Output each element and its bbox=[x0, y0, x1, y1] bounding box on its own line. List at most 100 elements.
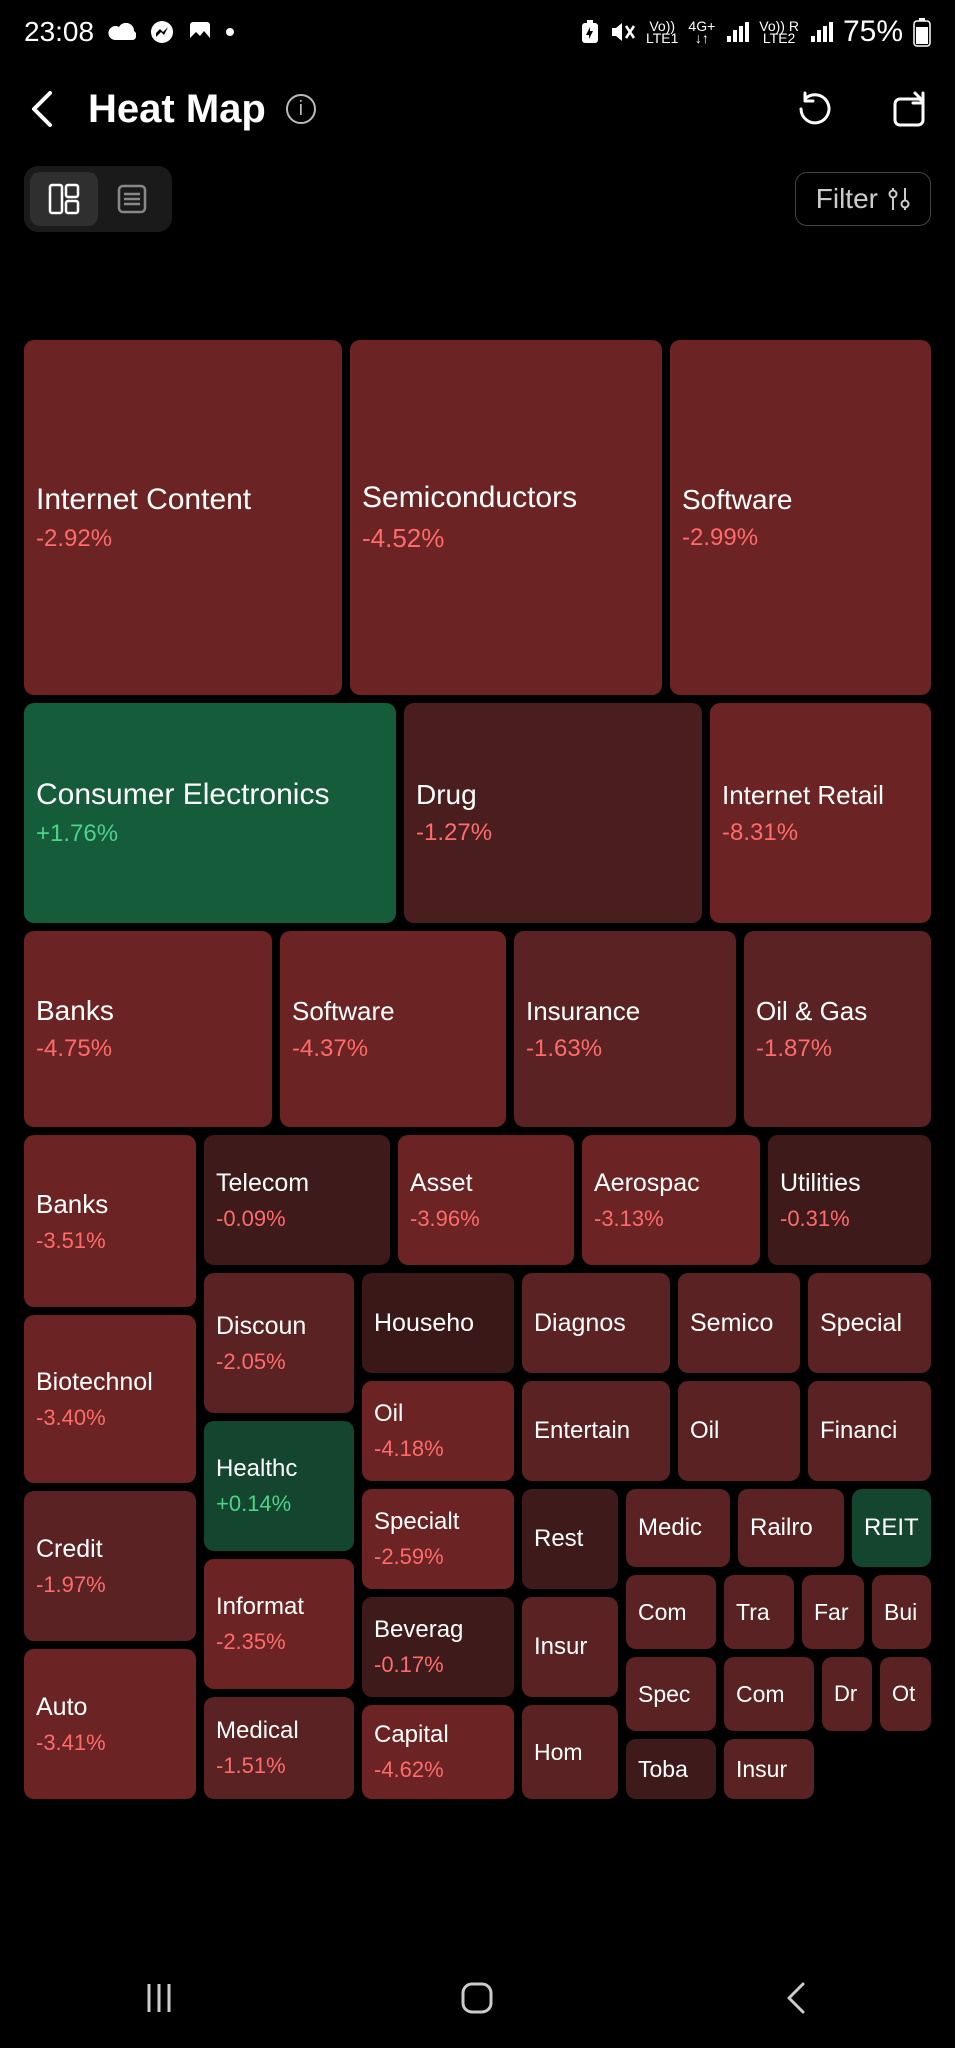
home-button[interactable] bbox=[447, 1968, 507, 2028]
status-bar: 23:08 Vo))LTE1 4G+↓↑ Vo)) RLTE2 75% bbox=[0, 0, 955, 64]
heatmap-tile[interactable]: Insur bbox=[522, 1597, 618, 1697]
heatmap-tile[interactable]: Capital-4.62% bbox=[362, 1705, 514, 1799]
tile-label: Oil bbox=[690, 1417, 788, 1445]
tile-label: Asset bbox=[410, 1169, 562, 1198]
tile-delta: -1.87% bbox=[756, 1035, 919, 1063]
heatmap-tile[interactable]: Utilities-0.31% bbox=[768, 1135, 931, 1265]
heatmap-tile[interactable]: Discoun -2.05% bbox=[204, 1273, 354, 1413]
nav-back-button[interactable] bbox=[766, 1968, 826, 2028]
heatmap-tile[interactable]: Financi bbox=[808, 1381, 931, 1481]
heatmap-tile[interactable]: Internet Retail-8.31% bbox=[710, 703, 931, 923]
tile-label: Financi bbox=[820, 1417, 919, 1445]
page-title: Heat Map bbox=[88, 87, 266, 132]
list-view-button[interactable] bbox=[98, 172, 166, 226]
tile-delta: -4.62% bbox=[374, 1757, 502, 1783]
mute-icon bbox=[610, 20, 636, 44]
tile-label: Software bbox=[682, 484, 919, 516]
tile-delta: -2.05% bbox=[216, 1349, 342, 1375]
tile-delta: -3.13% bbox=[594, 1206, 748, 1232]
tile-label: Biotechnol bbox=[36, 1368, 184, 1397]
heatmap-tile[interactable]: Toba bbox=[626, 1739, 716, 1799]
heatmap-tile[interactable]: Oil & Gas-1.87% bbox=[744, 931, 931, 1127]
heatmap-tile[interactable]: Semico bbox=[678, 1273, 800, 1373]
cloud-icon bbox=[108, 22, 136, 42]
heatmap-tile[interactable]: Railro bbox=[738, 1489, 844, 1567]
tile-label: Spec bbox=[638, 1681, 704, 1708]
toolbar: Filter bbox=[0, 154, 955, 244]
header: Heat Map i bbox=[0, 64, 955, 154]
tile-label: Oil bbox=[374, 1400, 502, 1428]
heatmap-tile[interactable]: Oil-4.18% bbox=[362, 1381, 514, 1481]
heatmap-tile[interactable]: Com bbox=[724, 1657, 814, 1731]
heatmap-tile[interactable]: Entertain bbox=[522, 1381, 670, 1481]
share-button[interactable] bbox=[887, 87, 931, 131]
tile-label: Toba bbox=[638, 1756, 704, 1783]
heatmap-tile[interactable]: Auto-3.41% bbox=[24, 1649, 196, 1799]
tile-label: Bui bbox=[884, 1599, 919, 1626]
heatmap-tile[interactable]: Diagnos bbox=[522, 1273, 670, 1373]
heatmap-tile[interactable]: Tra bbox=[724, 1575, 794, 1649]
heatmap-tile[interactable]: Internet Content-2.92% bbox=[24, 340, 342, 695]
heatmap-tile[interactable]: Software-4.37% bbox=[280, 931, 506, 1127]
tile-label: Special bbox=[820, 1309, 919, 1338]
tile-label: Internet Retail bbox=[722, 780, 919, 811]
heatmap-tile[interactable]: Specialt-2.59% bbox=[362, 1489, 514, 1589]
heatmap-tile[interactable]: Medical-1.51% bbox=[204, 1697, 354, 1799]
heatmap-tile[interactable]: Beverag-0.17% bbox=[362, 1597, 514, 1697]
heatmap-tile[interactable]: Medic bbox=[626, 1489, 730, 1567]
tile-label: Semico bbox=[690, 1309, 788, 1338]
heatmap-tile[interactable]: Banks-3.51% bbox=[24, 1135, 196, 1307]
image-icon bbox=[188, 20, 212, 44]
heatmap-tile[interactable]: Rest bbox=[522, 1489, 618, 1589]
heatmap-tile[interactable]: Hom bbox=[522, 1705, 618, 1799]
tile-label: Com bbox=[638, 1599, 704, 1626]
heatmap-tile[interactable]: Informat-2.35% bbox=[204, 1559, 354, 1689]
tile-delta: -3.51% bbox=[36, 1228, 184, 1254]
heatmap-tile[interactable]: Biotechnol-3.40% bbox=[24, 1315, 196, 1483]
heatmap-tile[interactable]: Far bbox=[802, 1575, 864, 1649]
heatmap-tile[interactable]: Spec bbox=[626, 1657, 716, 1731]
heatmap-tile[interactable]: Dr bbox=[822, 1657, 872, 1731]
heatmap-tile[interactable]: Telecom-0.09% bbox=[204, 1135, 390, 1265]
heatmap-tile[interactable]: Oil bbox=[678, 1381, 800, 1481]
system-navbar bbox=[0, 1948, 955, 2048]
tile-label: Discoun bbox=[216, 1312, 342, 1341]
heatmap-tile[interactable]: Software-2.99% bbox=[670, 340, 931, 695]
heatmap-tile[interactable]: Healthc+0.14% bbox=[204, 1421, 354, 1551]
heatmap-tile[interactable]: Com bbox=[626, 1575, 716, 1649]
heatmap-tile[interactable]: Drug-1.27% bbox=[404, 703, 702, 923]
heatmap[interactable]: Internet Content-2.92%Semiconductors-4.5… bbox=[24, 340, 931, 1900]
refresh-button[interactable] bbox=[793, 87, 837, 131]
tile-delta: -4.75% bbox=[36, 1035, 260, 1063]
tile-label: Ot bbox=[892, 1681, 919, 1707]
tile-delta: -1.51% bbox=[216, 1753, 342, 1779]
tile-label: Medic bbox=[638, 1514, 718, 1542]
heatmap-tile[interactable]: Aerospac-3.13% bbox=[582, 1135, 760, 1265]
tile-label: Dr bbox=[834, 1681, 860, 1707]
heatmap-tile[interactable]: Ot bbox=[880, 1657, 931, 1731]
heatmap-tile[interactable]: Asset -3.96% bbox=[398, 1135, 574, 1265]
heatmap-tile[interactable]: Banks-4.75% bbox=[24, 931, 272, 1127]
tile-delta: -4.37% bbox=[292, 1035, 494, 1063]
tile-label: Consumer Electronics bbox=[36, 778, 384, 812]
tile-delta: -3.96% bbox=[410, 1206, 562, 1232]
info-button[interactable]: i bbox=[286, 94, 316, 124]
heatmap-tile[interactable]: REIT bbox=[852, 1489, 931, 1567]
heatmap-tile[interactable]: Consumer Electronics+1.76% bbox=[24, 703, 396, 923]
lte2-label: Vo)) RLTE2 bbox=[759, 20, 799, 44]
heatmap-tile[interactable]: Insurance-1.63% bbox=[514, 931, 736, 1127]
treemap-view-button[interactable] bbox=[30, 172, 98, 226]
heatmap-tile[interactable]: Bui bbox=[872, 1575, 931, 1649]
filter-button[interactable]: Filter bbox=[795, 172, 931, 226]
battery-icon bbox=[913, 17, 931, 47]
recents-button[interactable] bbox=[129, 1968, 189, 2028]
heatmap-tile[interactable]: Insur bbox=[724, 1739, 814, 1799]
heatmap-tile[interactable]: Credit-1.97% bbox=[24, 1491, 196, 1641]
heatmap-tile[interactable]: Househo bbox=[362, 1273, 514, 1373]
back-button[interactable] bbox=[24, 91, 60, 127]
heatmap-tile[interactable]: Special bbox=[808, 1273, 931, 1373]
filter-label: Filter bbox=[816, 183, 878, 215]
heatmap-tile[interactable]: Semiconductors-4.52% bbox=[350, 340, 662, 695]
tile-label: Insurance bbox=[526, 996, 724, 1027]
tile-delta: -0.31% bbox=[780, 1206, 919, 1232]
